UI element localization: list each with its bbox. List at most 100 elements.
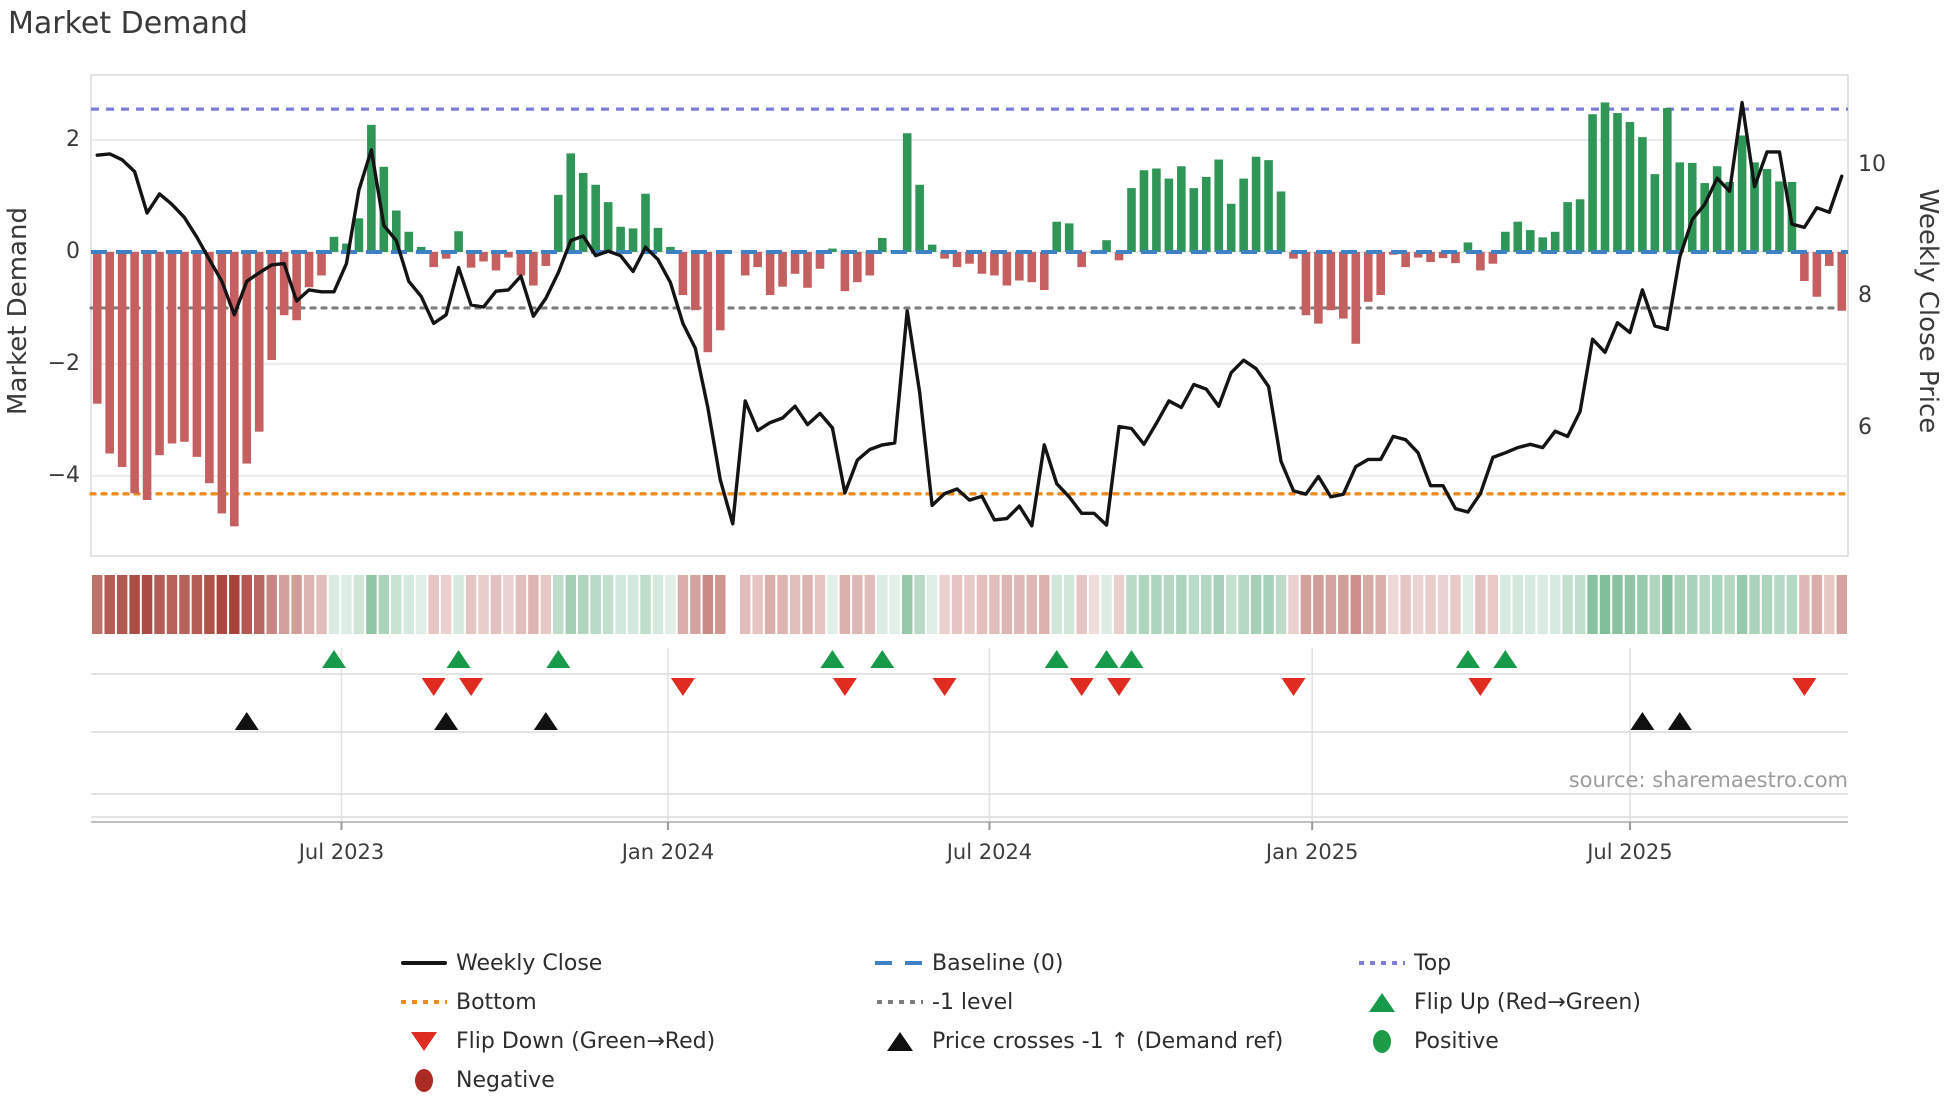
heatmap-cell (1263, 575, 1274, 634)
demand-bar (155, 251, 164, 456)
demand-bar (603, 202, 613, 252)
heatmap-cell (141, 575, 153, 634)
heatmap-cell (1076, 575, 1087, 634)
heatmap-cell (1811, 575, 1823, 634)
heatmap-cell (1250, 575, 1262, 634)
left-axis-tick-label: 2 (66, 126, 80, 152)
heatmap-cell (1001, 575, 1013, 634)
x-axis-tick-label: Jan 2025 (1265, 840, 1359, 864)
demand-bar (267, 251, 276, 361)
flip-up-marker (1094, 650, 1119, 668)
heatmap-cell (989, 575, 1000, 634)
bottom-dotted-icon (392, 1000, 456, 1004)
demand-bar (1114, 251, 1124, 261)
demand-bar (367, 124, 376, 252)
demand-bar (940, 251, 949, 259)
demand-bar (1139, 170, 1149, 252)
heatmap-cell (490, 575, 502, 634)
demand-bar (591, 184, 600, 252)
heatmap-cell (116, 575, 128, 634)
demand-bar (1588, 114, 1597, 252)
demand-bar (553, 194, 563, 252)
flip-down-marker (932, 678, 957, 696)
heatmap-cell (640, 575, 651, 634)
heatmap-cell (827, 575, 838, 634)
flip-up-marker (321, 650, 346, 668)
demand-bar (1725, 181, 1734, 252)
demand-bar (391, 210, 401, 252)
demand-bar (765, 251, 775, 296)
heatmap-cell (677, 575, 689, 634)
heatmap-cell (627, 575, 639, 634)
demand-bar (578, 172, 588, 252)
demand-bar (1501, 231, 1510, 252)
heatmap-cell (428, 575, 439, 634)
demand-bar (441, 251, 451, 259)
heatmap-cell (1749, 575, 1760, 634)
legend-item-weekly-close: Weekly Close (392, 948, 602, 978)
heatmap-cell (602, 575, 614, 634)
legend-item-positive: Positive (1350, 1026, 1499, 1056)
demand-bar (1339, 251, 1348, 319)
heatmap-cell (353, 575, 365, 634)
heatmap-cell (503, 575, 514, 634)
demand-bar (354, 218, 364, 252)
legend-item-price-cross: Price crosses -1 ↑ (Demand ref) (868, 1026, 1283, 1056)
demand-bar (1039, 251, 1049, 291)
demand-bar (342, 243, 351, 252)
demand-bar (1201, 176, 1211, 252)
heatmap-cell (1637, 575, 1648, 634)
legend-item-flip-up: Flip Up (Red→Green) (1350, 987, 1641, 1017)
heatmap-cell (777, 575, 788, 634)
legend-label: Flip Up (Red→Green) (1414, 989, 1641, 1015)
heatmap-cell (1537, 575, 1548, 634)
heatmap-cell (415, 575, 427, 634)
price-cross-marker (234, 712, 259, 730)
demand-bar (1451, 251, 1460, 264)
demand-bar (703, 251, 713, 353)
demand-bar (902, 133, 912, 252)
demand-bar (516, 251, 526, 276)
demand-bar (491, 251, 501, 271)
heatmap-cell (403, 575, 414, 634)
demand-bar (1264, 160, 1273, 252)
demand-bar (292, 251, 301, 321)
demand-bar (1276, 191, 1286, 252)
demand-bar (877, 237, 887, 252)
x-axis-tick-label: Jul 2024 (946, 840, 1033, 864)
heatmap-cell (378, 575, 390, 634)
demand-bar (117, 251, 127, 467)
heatmap-cell (1300, 575, 1312, 634)
demand-bar (1226, 203, 1236, 252)
demand-bar (1177, 166, 1186, 252)
demand-bar (105, 251, 114, 454)
demand-bar (304, 251, 314, 288)
legend-label: -1 level (932, 989, 1014, 1015)
heatmap-cell (1213, 575, 1224, 634)
heatmap-cell (303, 575, 315, 634)
heatmap-cell (179, 575, 190, 634)
legend-label: Bottom (456, 989, 537, 1015)
legend-item-top: Top (1350, 948, 1451, 978)
heatmap-cell (1275, 575, 1287, 634)
heatmap-cell (1051, 575, 1062, 634)
demand-bar (753, 251, 762, 268)
x-axis-tick-label: Jul 2025 (1587, 840, 1673, 864)
demand-bar (1438, 251, 1448, 259)
demand-bar (803, 251, 812, 288)
demand-bar (566, 153, 576, 252)
heatmap-cell (802, 575, 813, 634)
demand-bar (666, 246, 675, 252)
demand-bar (404, 231, 414, 252)
heatmap-cell (540, 575, 552, 634)
heatmap-cell (1587, 575, 1598, 634)
demand-bar (130, 251, 139, 494)
heatmap-cell (976, 575, 988, 634)
demand-bar (952, 251, 962, 268)
price-cross-marker (533, 712, 558, 730)
demand-bar (1737, 135, 1747, 252)
demand-bar (1825, 251, 1834, 266)
heatmap-cell (1026, 575, 1038, 634)
demand-bar (205, 251, 214, 484)
